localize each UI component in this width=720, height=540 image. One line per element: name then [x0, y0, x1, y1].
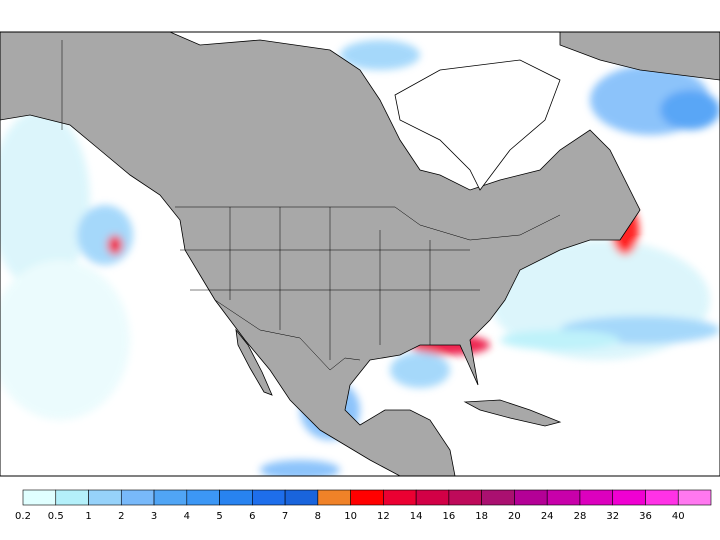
legend-label: 8 [315, 511, 321, 522]
legend-label: 12 [377, 511, 390, 522]
legend-label: 5 [216, 511, 222, 522]
legend-swatch [383, 489, 417, 506]
north-america [0, 32, 641, 476]
legend-label: 3 [151, 511, 157, 522]
legend-label: 6 [249, 511, 255, 522]
map-area [0, 32, 720, 476]
cuba [463, 399, 562, 427]
legend-swatch [448, 489, 482, 506]
legend-label: 4 [184, 511, 190, 522]
legend-swatch [350, 489, 384, 506]
legend-swatch [120, 489, 155, 506]
legend-label: 0.5 [48, 511, 64, 522]
legend-label: 36 [639, 511, 652, 522]
legend-swatch [252, 489, 286, 506]
legend-swatch [55, 489, 89, 506]
legend-label: 1 [85, 511, 91, 522]
legend-label: 14 [410, 511, 423, 522]
legend-swatch [153, 489, 188, 506]
legend-label: 18 [475, 511, 488, 522]
legend-swatch [612, 489, 646, 506]
legend-label: 16 [443, 511, 456, 522]
legend-label: 7 [282, 511, 288, 522]
greenland-mask [394, 59, 561, 191]
baja [235, 328, 273, 396]
legend-label: 10 [344, 511, 357, 522]
legend-label: 0.2 [15, 511, 31, 522]
legend-swatch [219, 489, 253, 506]
legend-label: 32 [606, 511, 619, 522]
map-frame [0, 31, 720, 477]
legend-swatch [677, 489, 712, 506]
legend-swatch [579, 489, 614, 506]
legend-label: 24 [541, 511, 554, 522]
north-ridge [559, 32, 720, 81]
legend-label: 28 [574, 511, 587, 522]
legend-label: 40 [672, 511, 685, 522]
legend-swatch [317, 489, 351, 506]
legend-swatch [645, 489, 679, 506]
legend-swatch [514, 489, 548, 506]
legend-label: 20 [508, 511, 521, 522]
borders [61, 40, 561, 371]
legend-swatch [284, 489, 319, 506]
legend-swatch [88, 489, 122, 506]
legend-swatch [481, 489, 515, 506]
legend-label: 2 [118, 511, 124, 522]
legend-swatch [415, 489, 450, 506]
legend-swatch [186, 489, 220, 506]
legend-swatch [546, 489, 581, 506]
legend-swatch [22, 489, 57, 506]
legend: 0.2 0.5 1 2 3 4 5 6 7 8 10 12 14 16 18 20 24 28 32 36 40 [15, 489, 712, 522]
